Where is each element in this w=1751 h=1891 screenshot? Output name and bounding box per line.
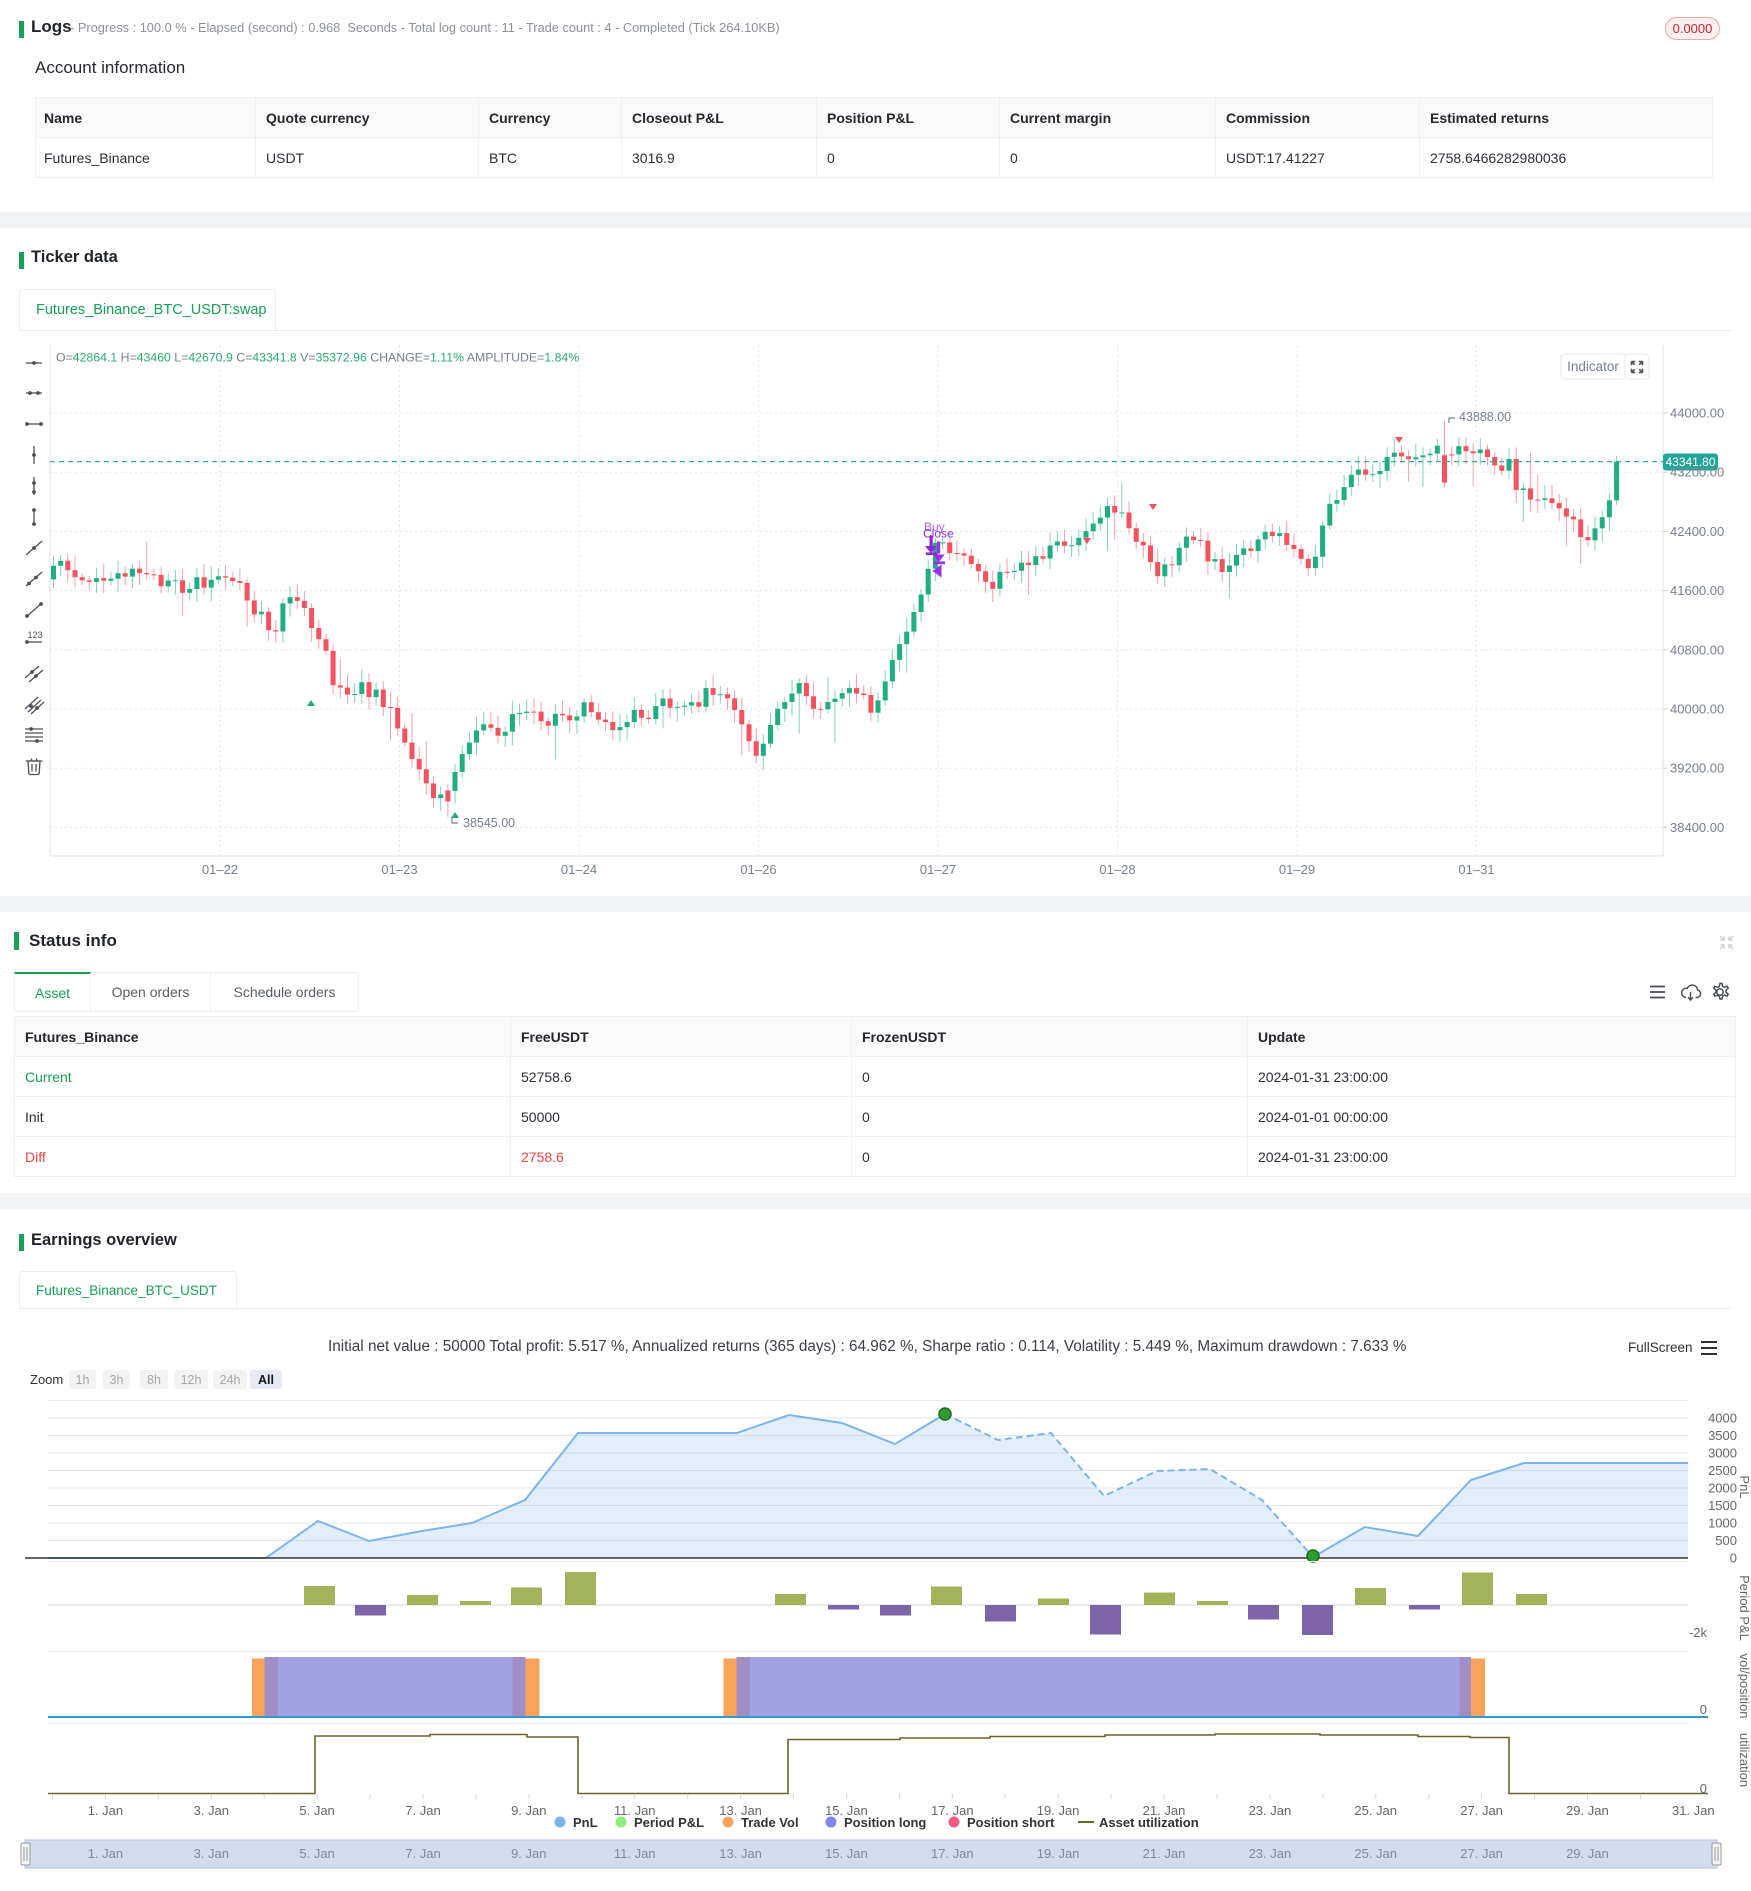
svg-text:43341.80: 43341.80 — [1665, 455, 1715, 469]
svg-text:01–27: 01–27 — [920, 862, 956, 877]
svg-text:Asset utilization: Asset utilization — [1099, 1815, 1199, 1830]
svg-text:Period P&L: Period P&L — [634, 1815, 704, 1830]
svg-text:Indicator: Indicator — [1567, 359, 1619, 374]
svg-text:42400.00: 42400.00 — [1670, 524, 1724, 539]
svg-text:44000.00: 44000.00 — [1670, 406, 1724, 421]
svg-text:01–31: 01–31 — [1458, 862, 1494, 877]
svg-text:5. Jan: 5. Jan — [299, 1846, 334, 1861]
svg-text:31. Jan: 31. Jan — [1672, 1803, 1715, 1818]
svg-text:5. Jan: 5. Jan — [299, 1803, 334, 1818]
svg-text:38545.00: 38545.00 — [463, 816, 515, 830]
svg-text:0: 0 — [1700, 1781, 1707, 1796]
svg-text:17. Jan: 17. Jan — [931, 1846, 974, 1861]
svg-text:27. Jan: 27. Jan — [1460, 1846, 1503, 1861]
svg-text:9. Jan: 9. Jan — [511, 1803, 546, 1818]
svg-text:1500: 1500 — [1708, 1498, 1737, 1513]
svg-text:21. Jan: 21. Jan — [1143, 1846, 1186, 1861]
svg-text:40800.00: 40800.00 — [1670, 642, 1724, 657]
svg-text:19. Jan: 19. Jan — [1037, 1803, 1080, 1818]
svg-text:29. Jan: 29. Jan — [1566, 1846, 1609, 1861]
svg-text:123: 123 — [27, 630, 42, 640]
svg-text:Trade Vol: Trade Vol — [741, 1815, 799, 1830]
svg-text:Position long: Position long — [844, 1815, 926, 1830]
svg-text:01–26: 01–26 — [740, 862, 776, 877]
svg-text:Close: Close — [923, 527, 954, 541]
svg-text:2500: 2500 — [1708, 1463, 1737, 1478]
svg-text:43200.00: 43200.00 — [1670, 465, 1724, 480]
svg-text:1000: 1000 — [1708, 1516, 1737, 1531]
svg-text:23. Jan: 23. Jan — [1249, 1803, 1292, 1818]
svg-text:01–24: 01–24 — [561, 862, 597, 877]
svg-text:3. Jan: 3. Jan — [194, 1803, 229, 1818]
svg-text:500: 500 — [1715, 1533, 1737, 1548]
svg-text:17. Jan: 17. Jan — [931, 1803, 974, 1818]
svg-text:3000: 3000 — [1708, 1446, 1737, 1461]
svg-text:PnL: PnL — [573, 1815, 598, 1830]
svg-text:41600.00: 41600.00 — [1670, 583, 1724, 598]
svg-text:1. Jan: 1. Jan — [88, 1846, 123, 1861]
svg-text:4000: 4000 — [1708, 1411, 1737, 1426]
svg-text:01–29: 01–29 — [1279, 862, 1315, 877]
svg-text:7. Jan: 7. Jan — [405, 1803, 440, 1818]
svg-text:3500: 3500 — [1708, 1428, 1737, 1443]
svg-text:25. Jan: 25. Jan — [1354, 1803, 1397, 1818]
svg-text:vol/position: vol/position — [1737, 1653, 1751, 1718]
svg-text:25. Jan: 25. Jan — [1354, 1846, 1397, 1861]
svg-text:27. Jan: 27. Jan — [1460, 1803, 1503, 1818]
svg-text:7. Jan: 7. Jan — [405, 1846, 440, 1861]
svg-text:PnL: PnL — [1737, 1475, 1751, 1498]
svg-text:39200.00: 39200.00 — [1670, 761, 1724, 776]
svg-text:0: 0 — [1730, 1551, 1737, 1566]
svg-text:01–28: 01–28 — [1099, 862, 1135, 877]
svg-text:43888.00: 43888.00 — [1459, 410, 1511, 424]
svg-text:13. Jan: 13. Jan — [719, 1803, 762, 1818]
svg-text:-2k: -2k — [1689, 1625, 1708, 1640]
svg-text:0: 0 — [1700, 1702, 1707, 1717]
svg-text:38400.00: 38400.00 — [1670, 820, 1724, 835]
svg-text:15. Jan: 15. Jan — [825, 1846, 868, 1861]
svg-text:utilization: utilization — [1737, 1733, 1751, 1787]
svg-text:01–22: 01–22 — [202, 862, 238, 877]
svg-text:21. Jan: 21. Jan — [1143, 1803, 1186, 1818]
svg-text:Position short: Position short — [967, 1815, 1055, 1830]
svg-text:40000.00: 40000.00 — [1670, 702, 1724, 717]
svg-text:Buy: Buy — [924, 520, 945, 534]
svg-text:13. Jan: 13. Jan — [719, 1846, 762, 1861]
svg-text:11. Jan: 11. Jan — [614, 1803, 656, 1818]
svg-text:11. Jan: 11. Jan — [614, 1846, 656, 1861]
svg-text:1. Jan: 1. Jan — [88, 1803, 123, 1818]
svg-text:01–23: 01–23 — [381, 862, 417, 877]
svg-text:2000: 2000 — [1708, 1481, 1737, 1496]
svg-text:O=42864.1 H=43460 L=42670.9 C=: O=42864.1 H=43460 L=42670.9 C=43341.8 V=… — [56, 351, 579, 365]
svg-text:23. Jan: 23. Jan — [1249, 1846, 1292, 1861]
svg-text:15. Jan: 15. Jan — [825, 1803, 868, 1818]
svg-text:29. Jan: 29. Jan — [1566, 1803, 1609, 1818]
svg-text:19. Jan: 19. Jan — [1037, 1846, 1080, 1861]
svg-text:Period P&L: Period P&L — [1737, 1575, 1751, 1641]
svg-text:3. Jan: 3. Jan — [194, 1846, 229, 1861]
svg-text:9. Jan: 9. Jan — [511, 1846, 546, 1861]
